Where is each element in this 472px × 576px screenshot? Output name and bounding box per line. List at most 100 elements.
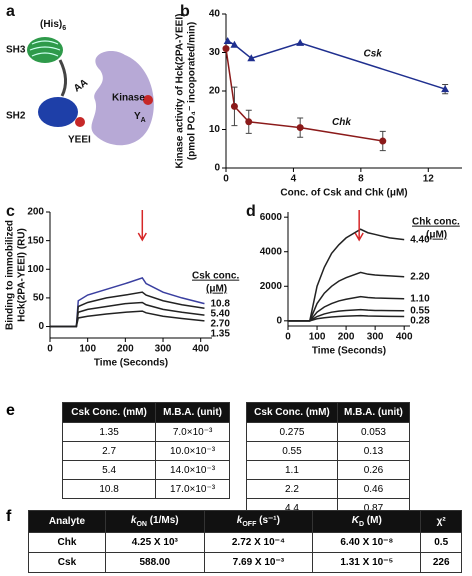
x-tick-label: 0 [285,332,291,343]
x-axis-label: Time (Seconds) [94,358,168,369]
cell: 7.69 X 10⁻³ [203,552,314,573]
row: 0.55 0.13 [246,441,411,461]
y-tick-label: 20 [209,86,221,97]
table-e-right: Csk Conc. (mM) M.B.A. (unit) 0.275 0.053 0.5… [246,402,411,518]
marker [230,40,239,48]
cell: 5.4 [61,460,157,480]
panel-label: b [180,3,190,20]
header-cell: χ² [420,510,462,533]
cell: 6.40 X 10⁻⁸ [312,532,422,553]
series-label: 5.40 [210,308,230,319]
y-tick-label: 50 [33,293,45,304]
y-tick-label: 150 [27,235,44,246]
x-tick-label: 300 [155,344,172,355]
y-axis-label: Hck(2PA-YEEI) (RU) [17,228,28,322]
y-axis-label: Binding to immobilized [5,220,16,330]
y-tick-label: 10 [209,124,221,135]
x-axis-label: Time (Seconds) [312,346,386,357]
header-text: (M) [364,515,382,526]
cell: 0.26 [336,460,411,480]
x-tick-label: 8 [358,174,364,185]
row: Analyte k ON (1/Ms) kOFF (s⁻¹) KD (M) χ² [28,510,462,533]
y-tick-label: 200 [27,207,44,218]
y-tick-label: 4000 [260,246,283,257]
y-tick-label: 0 [38,321,44,332]
cell: 0.46 [336,479,411,499]
sh2-label: SH2 [6,111,26,122]
row: Chk 4.25 X 10³ 2.72 X 10⁻⁴ 6.40 X 10⁻⁸ 0.5 [28,532,462,553]
series-line [288,314,405,322]
header-text: (1/Ms) [146,515,179,526]
row: 10.8 17.0×10⁻³ [61,479,230,499]
marker [296,124,304,132]
series-label: 10.8 [210,298,230,309]
cell: 1.35 [61,422,157,442]
panel-label: d [246,203,256,220]
legend-title: (μM) [206,284,227,295]
sh3-stripes [29,40,61,57]
header-cell: Csk Conc. (mM) [61,402,157,423]
y-axis-label: Kinase activity of Hck(2PA-YEEI) [175,14,186,169]
series-label: 2.70 [210,318,230,329]
sh3-label: SH3 [6,45,26,56]
row: 2.7 10.0×10⁻³ [61,441,230,461]
cell: 588.00 [104,552,205,573]
header-cell: KD (M) [312,510,422,533]
cell: 2.7 [61,441,157,461]
cell: 2.72 X 10⁻⁴ [203,532,314,553]
aa-label: AA [72,77,90,94]
panel-label: e [6,402,15,419]
cell: 226 [420,552,462,573]
series-line [225,48,383,142]
header-cell: Analyte [28,510,106,533]
table-e-left: Csk Conc. (mM) M.B.A. (unit) 1.35 7.0×10⁻³ 2… [61,402,230,499]
x-tick-label: 4 [291,174,297,185]
marker [230,102,238,110]
table-f: Analyte k ON (1/Ms) kOFF (s⁻¹) KD (M) χ² Chk 4.… [28,510,462,573]
cell: 10.8 [61,479,157,499]
row: Csk 588.00 7.69 X 10⁻³ 1.31 X 10⁻⁵ 226 [28,552,462,573]
cell: 7.0×10⁻³ [155,422,230,442]
marker [245,118,253,126]
y-tick-label: 0 [276,315,282,326]
header-text: ON [136,521,147,528]
marker [247,54,256,62]
x-tick-label: 300 [367,332,384,343]
sh3-domain [27,37,63,63]
cell: 0.5 [420,532,462,553]
row: 2.2 0.46 [246,479,411,499]
y-axis-label: (pmol PO₄⁻ incoporated/min) [187,22,198,160]
phospho-site [143,95,153,105]
header-text: OFF [242,521,257,528]
series-label: 2.20 [410,271,430,282]
kinase-domain [91,50,154,146]
legend-title: (μM) [426,230,447,241]
phospho-site [75,117,85,127]
cell: 2.2 [246,479,338,499]
header-text: K [351,515,359,526]
x-tick-label: 12 [423,174,435,185]
row: 0.275 0.053 [246,422,411,442]
row: 1.35 7.0×10⁻³ [61,422,230,442]
marker [222,45,230,53]
y-tick-label: 0 [214,163,220,174]
series-line [50,276,205,328]
cell: 0.55 [246,441,338,461]
ya-label: YA [134,111,146,124]
kinase-label: Kinase [112,93,145,104]
x-tick-label: 400 [396,332,413,343]
arrow [137,210,147,242]
header-cell: kOFF (s⁻¹) [203,510,314,533]
y-tick-label: 40 [209,9,221,20]
x-tick-label: 200 [338,332,355,343]
yeei-label: YEEI [68,135,91,146]
header-cell: Csk Conc. (mM) [246,402,338,423]
y-tick-label: 30 [209,47,221,58]
y-tick-label: 2000 [260,281,283,292]
series-line [288,228,405,322]
series-label: 1.10 [410,293,430,304]
row: 1.1 0.26 [246,460,411,480]
marker [379,137,387,145]
marker [296,38,305,46]
header-text: k [236,515,243,526]
